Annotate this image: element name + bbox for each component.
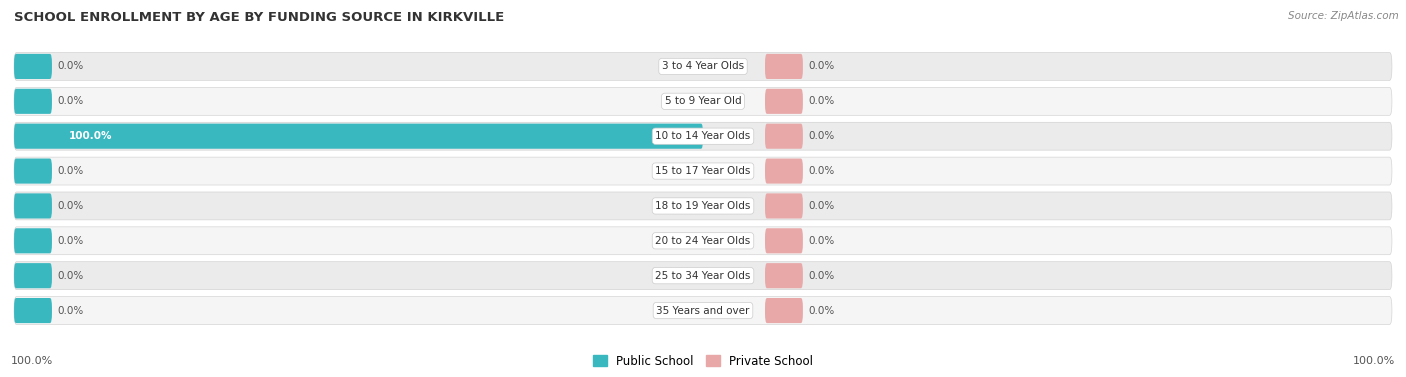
Text: 3 to 4 Year Olds: 3 to 4 Year Olds: [662, 61, 744, 72]
FancyBboxPatch shape: [765, 89, 803, 114]
FancyBboxPatch shape: [14, 262, 1392, 290]
Text: 0.0%: 0.0%: [808, 131, 835, 141]
FancyBboxPatch shape: [14, 89, 52, 114]
Text: 0.0%: 0.0%: [808, 271, 835, 281]
Text: 0.0%: 0.0%: [58, 166, 84, 176]
Text: 5 to 9 Year Old: 5 to 9 Year Old: [665, 96, 741, 106]
Text: 10 to 14 Year Olds: 10 to 14 Year Olds: [655, 131, 751, 141]
Text: 0.0%: 0.0%: [808, 305, 835, 316]
Text: 100.0%: 100.0%: [1353, 356, 1395, 366]
FancyBboxPatch shape: [765, 124, 803, 149]
FancyBboxPatch shape: [765, 298, 803, 323]
Text: 0.0%: 0.0%: [808, 96, 835, 106]
FancyBboxPatch shape: [14, 263, 52, 288]
Text: 100.0%: 100.0%: [11, 356, 53, 366]
Text: 35 Years and over: 35 Years and over: [657, 305, 749, 316]
FancyBboxPatch shape: [14, 298, 52, 323]
Text: SCHOOL ENROLLMENT BY AGE BY FUNDING SOURCE IN KIRKVILLE: SCHOOL ENROLLMENT BY AGE BY FUNDING SOUR…: [14, 11, 505, 24]
FancyBboxPatch shape: [14, 228, 52, 253]
FancyBboxPatch shape: [765, 158, 803, 184]
FancyBboxPatch shape: [14, 193, 52, 219]
FancyBboxPatch shape: [14, 157, 1392, 185]
Text: 0.0%: 0.0%: [808, 166, 835, 176]
Text: 0.0%: 0.0%: [58, 96, 84, 106]
FancyBboxPatch shape: [14, 192, 1392, 220]
FancyBboxPatch shape: [14, 87, 1392, 115]
Text: 0.0%: 0.0%: [808, 201, 835, 211]
Text: 20 to 24 Year Olds: 20 to 24 Year Olds: [655, 236, 751, 246]
Text: 0.0%: 0.0%: [808, 61, 835, 72]
Text: 0.0%: 0.0%: [808, 236, 835, 246]
Text: 18 to 19 Year Olds: 18 to 19 Year Olds: [655, 201, 751, 211]
Text: 0.0%: 0.0%: [58, 236, 84, 246]
Text: 0.0%: 0.0%: [58, 271, 84, 281]
FancyBboxPatch shape: [765, 228, 803, 253]
Text: 0.0%: 0.0%: [58, 305, 84, 316]
Text: 25 to 34 Year Olds: 25 to 34 Year Olds: [655, 271, 751, 281]
FancyBboxPatch shape: [14, 54, 52, 79]
Text: 0.0%: 0.0%: [58, 61, 84, 72]
FancyBboxPatch shape: [14, 52, 1392, 80]
Text: 100.0%: 100.0%: [69, 131, 112, 141]
FancyBboxPatch shape: [14, 122, 1392, 150]
FancyBboxPatch shape: [765, 263, 803, 288]
FancyBboxPatch shape: [14, 158, 52, 184]
FancyBboxPatch shape: [14, 297, 1392, 325]
Text: 15 to 17 Year Olds: 15 to 17 Year Olds: [655, 166, 751, 176]
Text: 0.0%: 0.0%: [58, 201, 84, 211]
FancyBboxPatch shape: [765, 193, 803, 219]
Text: Source: ZipAtlas.com: Source: ZipAtlas.com: [1288, 11, 1399, 21]
Legend: Public School, Private School: Public School, Private School: [588, 350, 818, 372]
FancyBboxPatch shape: [14, 227, 1392, 255]
FancyBboxPatch shape: [765, 54, 803, 79]
FancyBboxPatch shape: [14, 124, 703, 149]
